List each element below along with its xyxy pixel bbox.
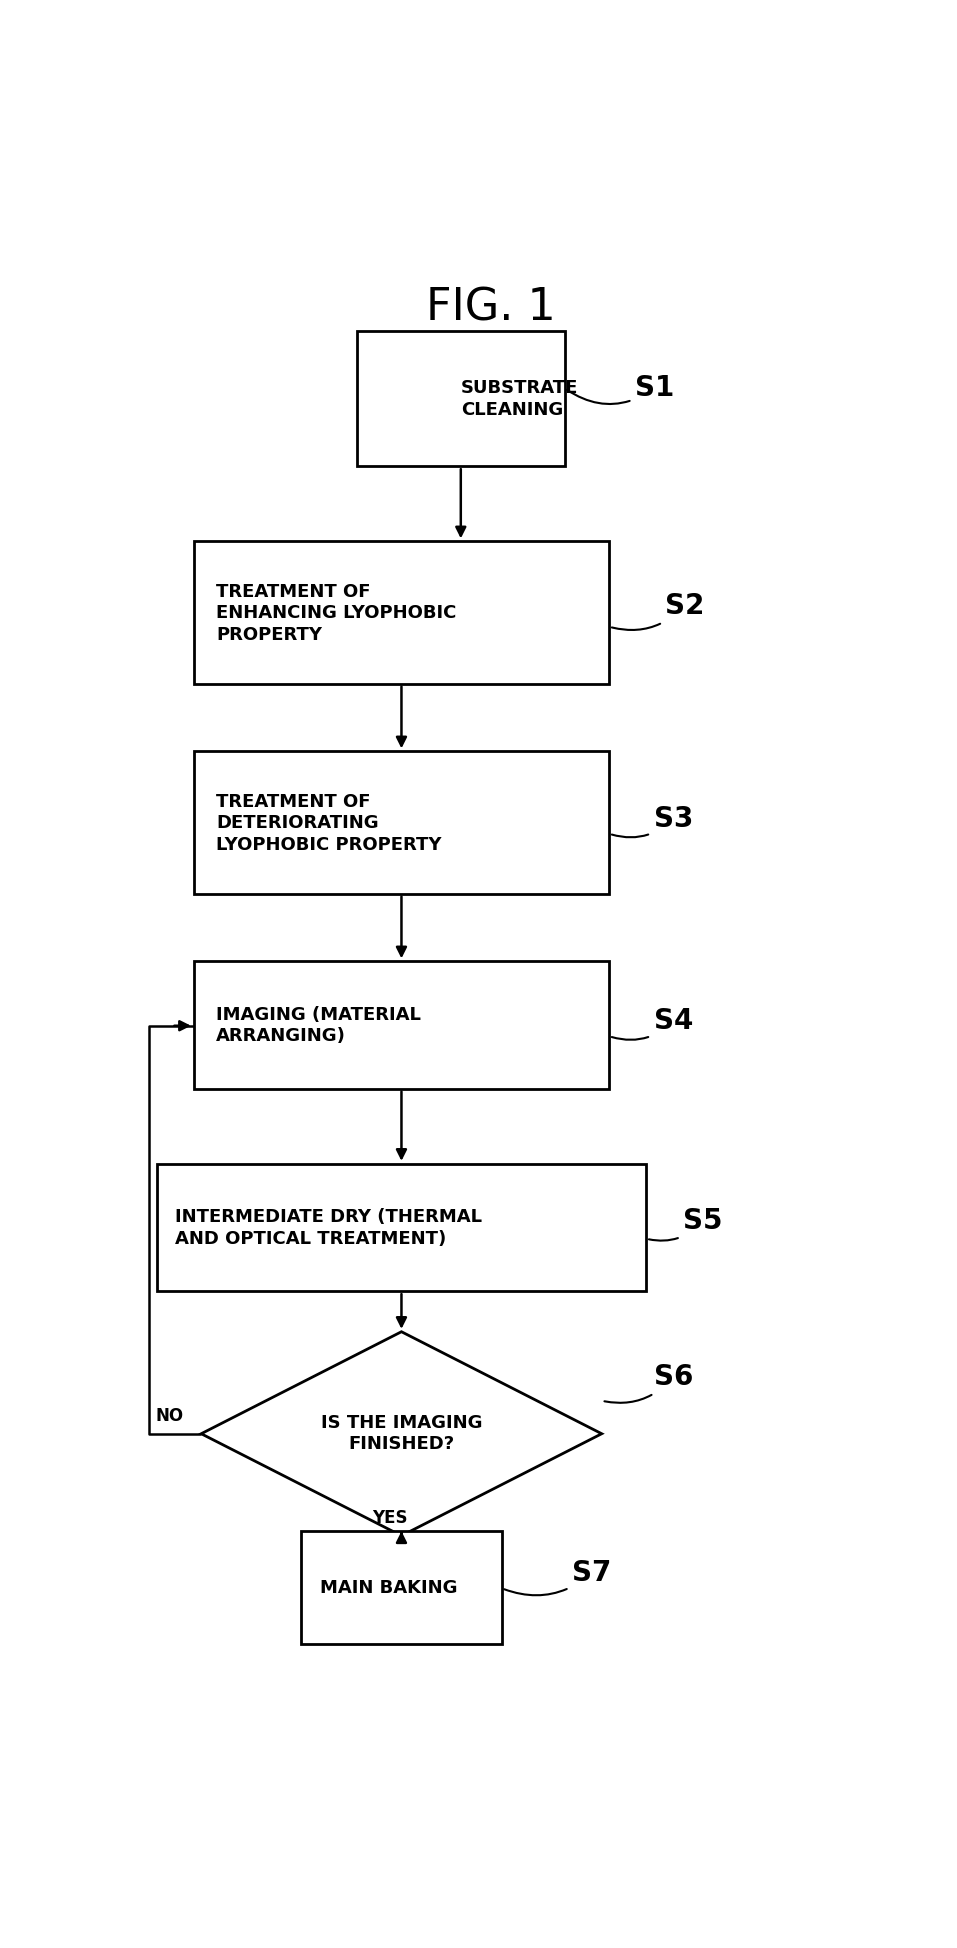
Bar (357, 331, 565, 466)
Text: S5: S5 (649, 1206, 723, 1241)
Text: S1: S1 (567, 374, 675, 403)
Bar (194, 542, 610, 684)
Text: NO: NO (156, 1406, 184, 1424)
Polygon shape (201, 1332, 602, 1535)
Text: SUBSTRATE
CLEANING: SUBSTRATE CLEANING (461, 380, 578, 419)
Text: S6: S6 (605, 1364, 693, 1403)
Text: IMAGING (MATERIAL
ARRANGING): IMAGING (MATERIAL ARRANGING) (216, 1005, 421, 1046)
Text: IS THE IMAGING
FINISHED?: IS THE IMAGING FINISHED? (321, 1414, 482, 1453)
Text: S2: S2 (612, 592, 704, 629)
Text: MAIN BAKING: MAIN BAKING (320, 1580, 457, 1597)
Text: TREATMENT OF
ENHANCING LYOPHOBIC
PROPERTY: TREATMENT OF ENHANCING LYOPHOBIC PROPERT… (216, 582, 456, 643)
Bar (194, 960, 610, 1089)
Bar (157, 1163, 646, 1292)
Text: S3: S3 (612, 805, 693, 838)
Text: FIG. 1: FIG. 1 (426, 286, 555, 329)
Text: YES: YES (372, 1508, 408, 1527)
Text: TREATMENT OF
DETERIORATING
LYOPHOBIC PROPERTY: TREATMENT OF DETERIORATING LYOPHOBIC PRO… (216, 793, 441, 853)
Text: INTERMEDIATE DRY (THERMAL
AND OPTICAL TREATMENT): INTERMEDIATE DRY (THERMAL AND OPTICAL TR… (175, 1208, 482, 1249)
Text: S7: S7 (504, 1558, 612, 1595)
Text: S4: S4 (612, 1007, 693, 1040)
Bar (194, 752, 610, 894)
Bar (301, 1531, 501, 1644)
